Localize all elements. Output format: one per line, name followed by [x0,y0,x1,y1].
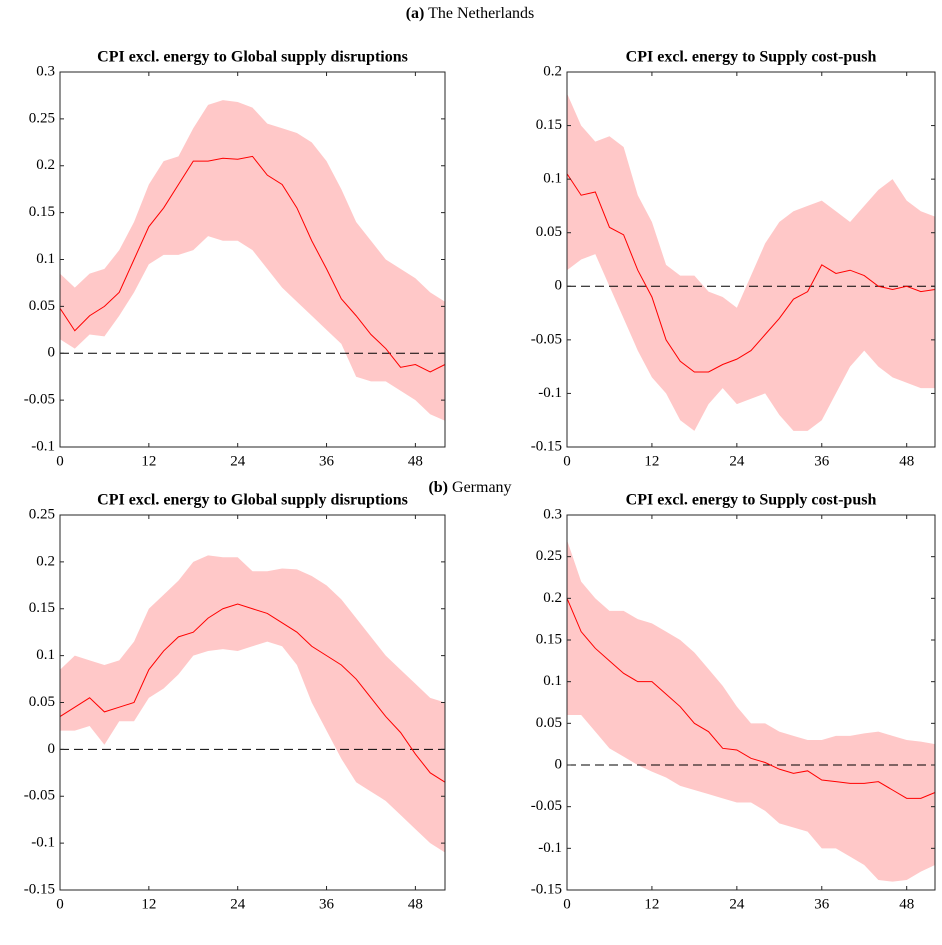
y-tick-label: -0.15 [24,881,55,897]
x-tick-label: 24 [230,453,246,469]
y-tick-label: -0.1 [31,438,55,454]
y-tick-label: 0.3 [543,506,562,522]
y-tick-label: 0.25 [29,506,55,522]
y-tick-label: 0.05 [29,298,55,314]
confidence-band [567,93,935,431]
x-tick-label: 48 [408,896,423,912]
x-tick-label: 36 [814,453,830,469]
y-tick-label: 0.2 [36,553,55,569]
confidence-band [60,555,445,853]
x-tick-label: 12 [644,453,659,469]
y-tick-label: 0.3 [36,63,55,79]
x-tick-label: 12 [141,453,156,469]
confidence-band [567,540,935,882]
y-tick-label: -0.05 [24,392,55,408]
chart-title: CPI excl. energy to Global supply disrup… [97,49,408,66]
y-tick-label: 0 [555,278,563,294]
section-label: (a) The Netherlands [406,5,535,22]
y-tick-label: -0.1 [538,840,562,856]
impulse-response-line [59,603,446,783]
y-tick-label: 0.25 [29,110,55,126]
section-label: (b) Germany [428,479,511,496]
y-tick-label: 0.2 [36,157,55,173]
y-tick-label: 0.1 [543,673,562,689]
x-tick-label: 12 [644,896,659,912]
y-tick-label: 0.1 [543,171,562,187]
plot-frame [566,71,936,448]
y-tick-label: 0.2 [543,590,562,606]
impulse-response-line [59,155,446,373]
y-tick-label: 0.1 [36,647,55,663]
chart-title: CPI excl. energy to Global supply disrup… [97,492,408,509]
x-tick-label: 48 [408,453,423,469]
chart-title: CPI excl. energy to Supply cost-push [626,492,877,509]
y-tick-label: 0.05 [29,694,55,710]
y-tick-label: 0.05 [536,715,562,731]
y-tick-label: 0 [555,756,563,772]
y-tick-label: -0.1 [31,835,55,851]
y-tick-label: 0.15 [536,117,562,133]
y-tick-label: 0.1 [36,251,55,267]
section-title: Germany [452,479,512,496]
section-title: The Netherlands [428,5,534,22]
plot-frame [566,514,936,891]
x-tick-label: 48 [899,453,914,469]
y-tick-label: 0.15 [536,631,562,647]
x-tick-label: 0 [563,896,571,912]
x-tick-label: 36 [814,896,830,912]
section-tag: (a) [406,5,425,22]
x-tick-label: 24 [729,453,745,469]
y-tick-label: 0.2 [543,63,562,79]
x-tick-label: 0 [56,896,64,912]
x-tick-label: 36 [319,896,335,912]
y-tick-label: 0.15 [29,600,55,616]
x-tick-label: 0 [563,453,571,469]
y-tick-label: 0 [48,741,56,757]
y-tick-label: 0 [48,345,56,361]
y-tick-label: 0.25 [536,548,562,564]
y-tick-label: 0.15 [29,204,55,220]
x-tick-label: 36 [319,453,335,469]
y-tick-label: -0.05 [24,788,55,804]
y-tick-label: -0.15 [531,438,562,454]
impulse-response-line [566,173,936,373]
confidence-band [60,100,445,421]
y-tick-label: -0.05 [531,331,562,347]
y-tick-label: -0.15 [531,881,562,897]
x-tick-label: 12 [141,896,156,912]
chart-title: CPI excl. energy to Supply cost-push [626,49,877,66]
x-tick-label: 24 [729,896,745,912]
x-tick-label: 24 [230,896,246,912]
impulse-response-line [566,598,936,799]
y-tick-label: 0.05 [536,224,562,240]
y-tick-label: -0.05 [531,798,562,814]
section-tag: (b) [428,479,448,496]
x-tick-label: 0 [56,453,64,469]
x-tick-label: 48 [899,896,914,912]
y-tick-label: -0.1 [538,385,562,401]
